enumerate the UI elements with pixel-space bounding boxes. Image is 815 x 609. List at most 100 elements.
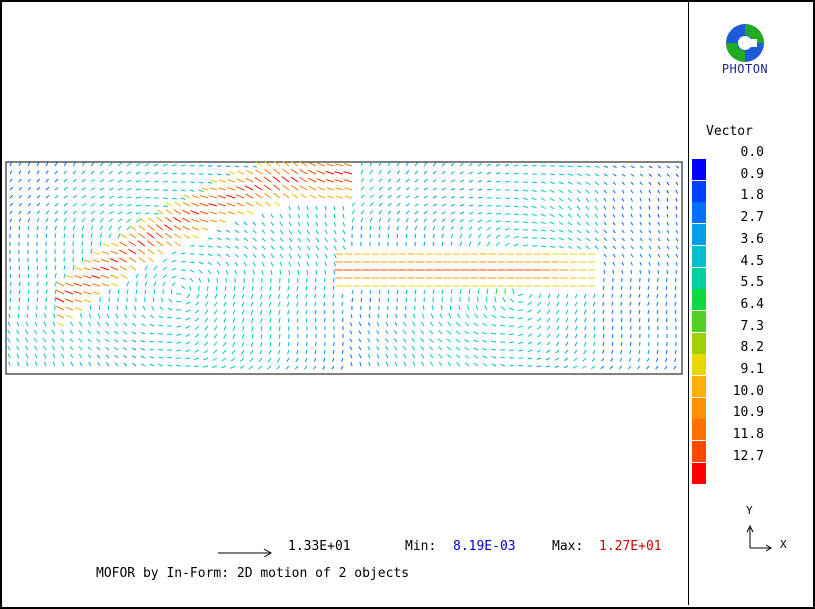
vector-arrow [513,235,520,239]
vector-arrow [567,229,573,234]
vector-arrow [205,293,209,299]
vector-arrow [308,162,317,167]
vector-arrow [423,241,426,247]
vector-arrow [666,205,669,210]
vector-arrow [531,197,537,201]
vector-arrow [486,163,491,167]
vector-arrow [675,189,678,194]
vector-arrow [639,237,643,242]
vector-arrow [9,218,13,223]
legend-swatch [692,462,706,484]
vector-arrow [255,169,263,175]
vector-arrow [387,170,392,175]
vector-arrow [114,330,119,335]
legend-swatch [692,310,706,332]
vector-arrow [549,213,555,218]
vector-arrow [333,253,337,259]
vector-arrow [674,349,677,355]
vector-arrow [593,341,596,347]
vector-arrow [90,187,96,191]
vector-arrow [594,229,599,234]
vector-arrow [414,170,419,175]
vector-arrow [102,243,110,247]
vector-arrow [603,213,607,218]
vector-arrow [277,349,281,355]
vector-arrow [198,245,204,247]
vector-arrow [244,185,254,191]
vector-arrow [207,237,213,240]
vector-arrow [437,338,443,343]
vector-arrow [270,261,274,267]
vector-arrow [144,180,150,183]
vector-arrow [486,241,491,247]
vector-arrow [296,301,299,307]
vector-arrow [129,233,137,239]
vector-arrow [324,245,329,251]
legend-swatch [692,245,706,267]
vector-arrow [72,210,77,215]
vector-arrow [621,229,625,234]
vector-arrow [405,289,408,295]
vector-arrow [666,197,669,202]
vector-arrow [204,333,209,339]
vector-arrow [306,269,309,275]
vector-arrow [156,249,164,255]
domain-boundary [5,161,683,375]
vector-arrow [212,365,218,369]
vector-arrow [377,361,380,367]
vector-arrow [54,273,57,279]
vector-arrow [630,197,633,202]
vector-arrow [537,333,542,338]
vector-arrow [162,197,168,199]
vector-arrow [252,269,255,275]
vector-arrow [167,307,173,311]
vector-arrow [396,170,401,175]
vector-arrow [513,213,520,216]
vector-arrow [468,171,473,175]
vector-arrow [612,213,616,218]
vector-arrow [495,234,501,239]
vector-arrow [611,293,614,298]
vector-arrow [387,233,390,239]
vector-arrow [405,225,408,231]
vector-arrow [504,172,510,175]
legend-swatch [692,267,706,289]
vector-arrow [316,170,326,175]
vector-arrow [420,346,425,351]
vector-arrow [333,205,336,211]
vector-arrow [675,205,678,210]
vector-arrow [189,277,194,282]
vector-arrow [518,341,524,345]
vector-arrow [226,186,236,191]
vector-arrow [500,356,506,359]
vector-arrow [377,313,380,319]
legend-label: 6.4 [740,296,764,312]
vector-arrow [241,317,245,324]
vector-arrow [527,341,533,345]
vector-arrow [440,305,443,311]
vector-arrow [394,361,398,367]
vector-arrow [477,180,483,183]
vector-arrow [324,237,329,243]
vector-arrow [252,253,257,258]
vector-arrow [232,293,236,299]
vector-arrow [117,162,122,167]
vector-arrow [255,201,263,207]
vector-arrow [7,353,11,359]
vector-arrow [657,229,661,234]
vector-arrow [90,248,93,255]
vector-arrow [83,259,92,263]
vector-arrow [232,317,236,323]
vector-arrow [423,233,426,239]
vector-arrow [612,221,616,226]
vector-arrow [222,349,227,355]
vector-arrow [522,221,529,223]
vector-arrow [657,173,661,177]
vector-arrow [341,301,344,307]
vector-arrow [414,195,419,199]
vector-arrow [629,349,632,355]
vector-arrow [96,321,101,327]
vector-arrow [270,269,273,275]
vector-arrow [228,171,236,175]
vector-arrow [477,188,483,191]
